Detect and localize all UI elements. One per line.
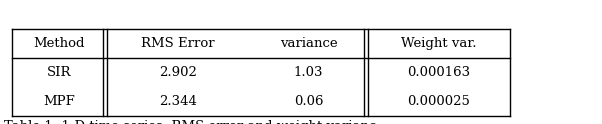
- Text: 1.03: 1.03: [294, 66, 323, 79]
- Text: Method: Method: [34, 37, 85, 50]
- Text: SIR: SIR: [47, 66, 72, 79]
- Text: 0.06: 0.06: [294, 95, 323, 108]
- Text: RMS Error: RMS Error: [141, 37, 215, 50]
- Text: Table 1: 1-D time series: RMS error and weight varianc: Table 1: 1-D time series: RMS error and …: [4, 120, 376, 124]
- Text: 2.344: 2.344: [159, 95, 197, 108]
- Text: Weight var.: Weight var.: [401, 37, 477, 50]
- Text: variance: variance: [279, 37, 337, 50]
- Text: MPF: MPF: [43, 95, 75, 108]
- Text: 0.000163: 0.000163: [408, 66, 470, 79]
- Text: 0.000025: 0.000025: [408, 95, 470, 108]
- Text: 2.902: 2.902: [159, 66, 197, 79]
